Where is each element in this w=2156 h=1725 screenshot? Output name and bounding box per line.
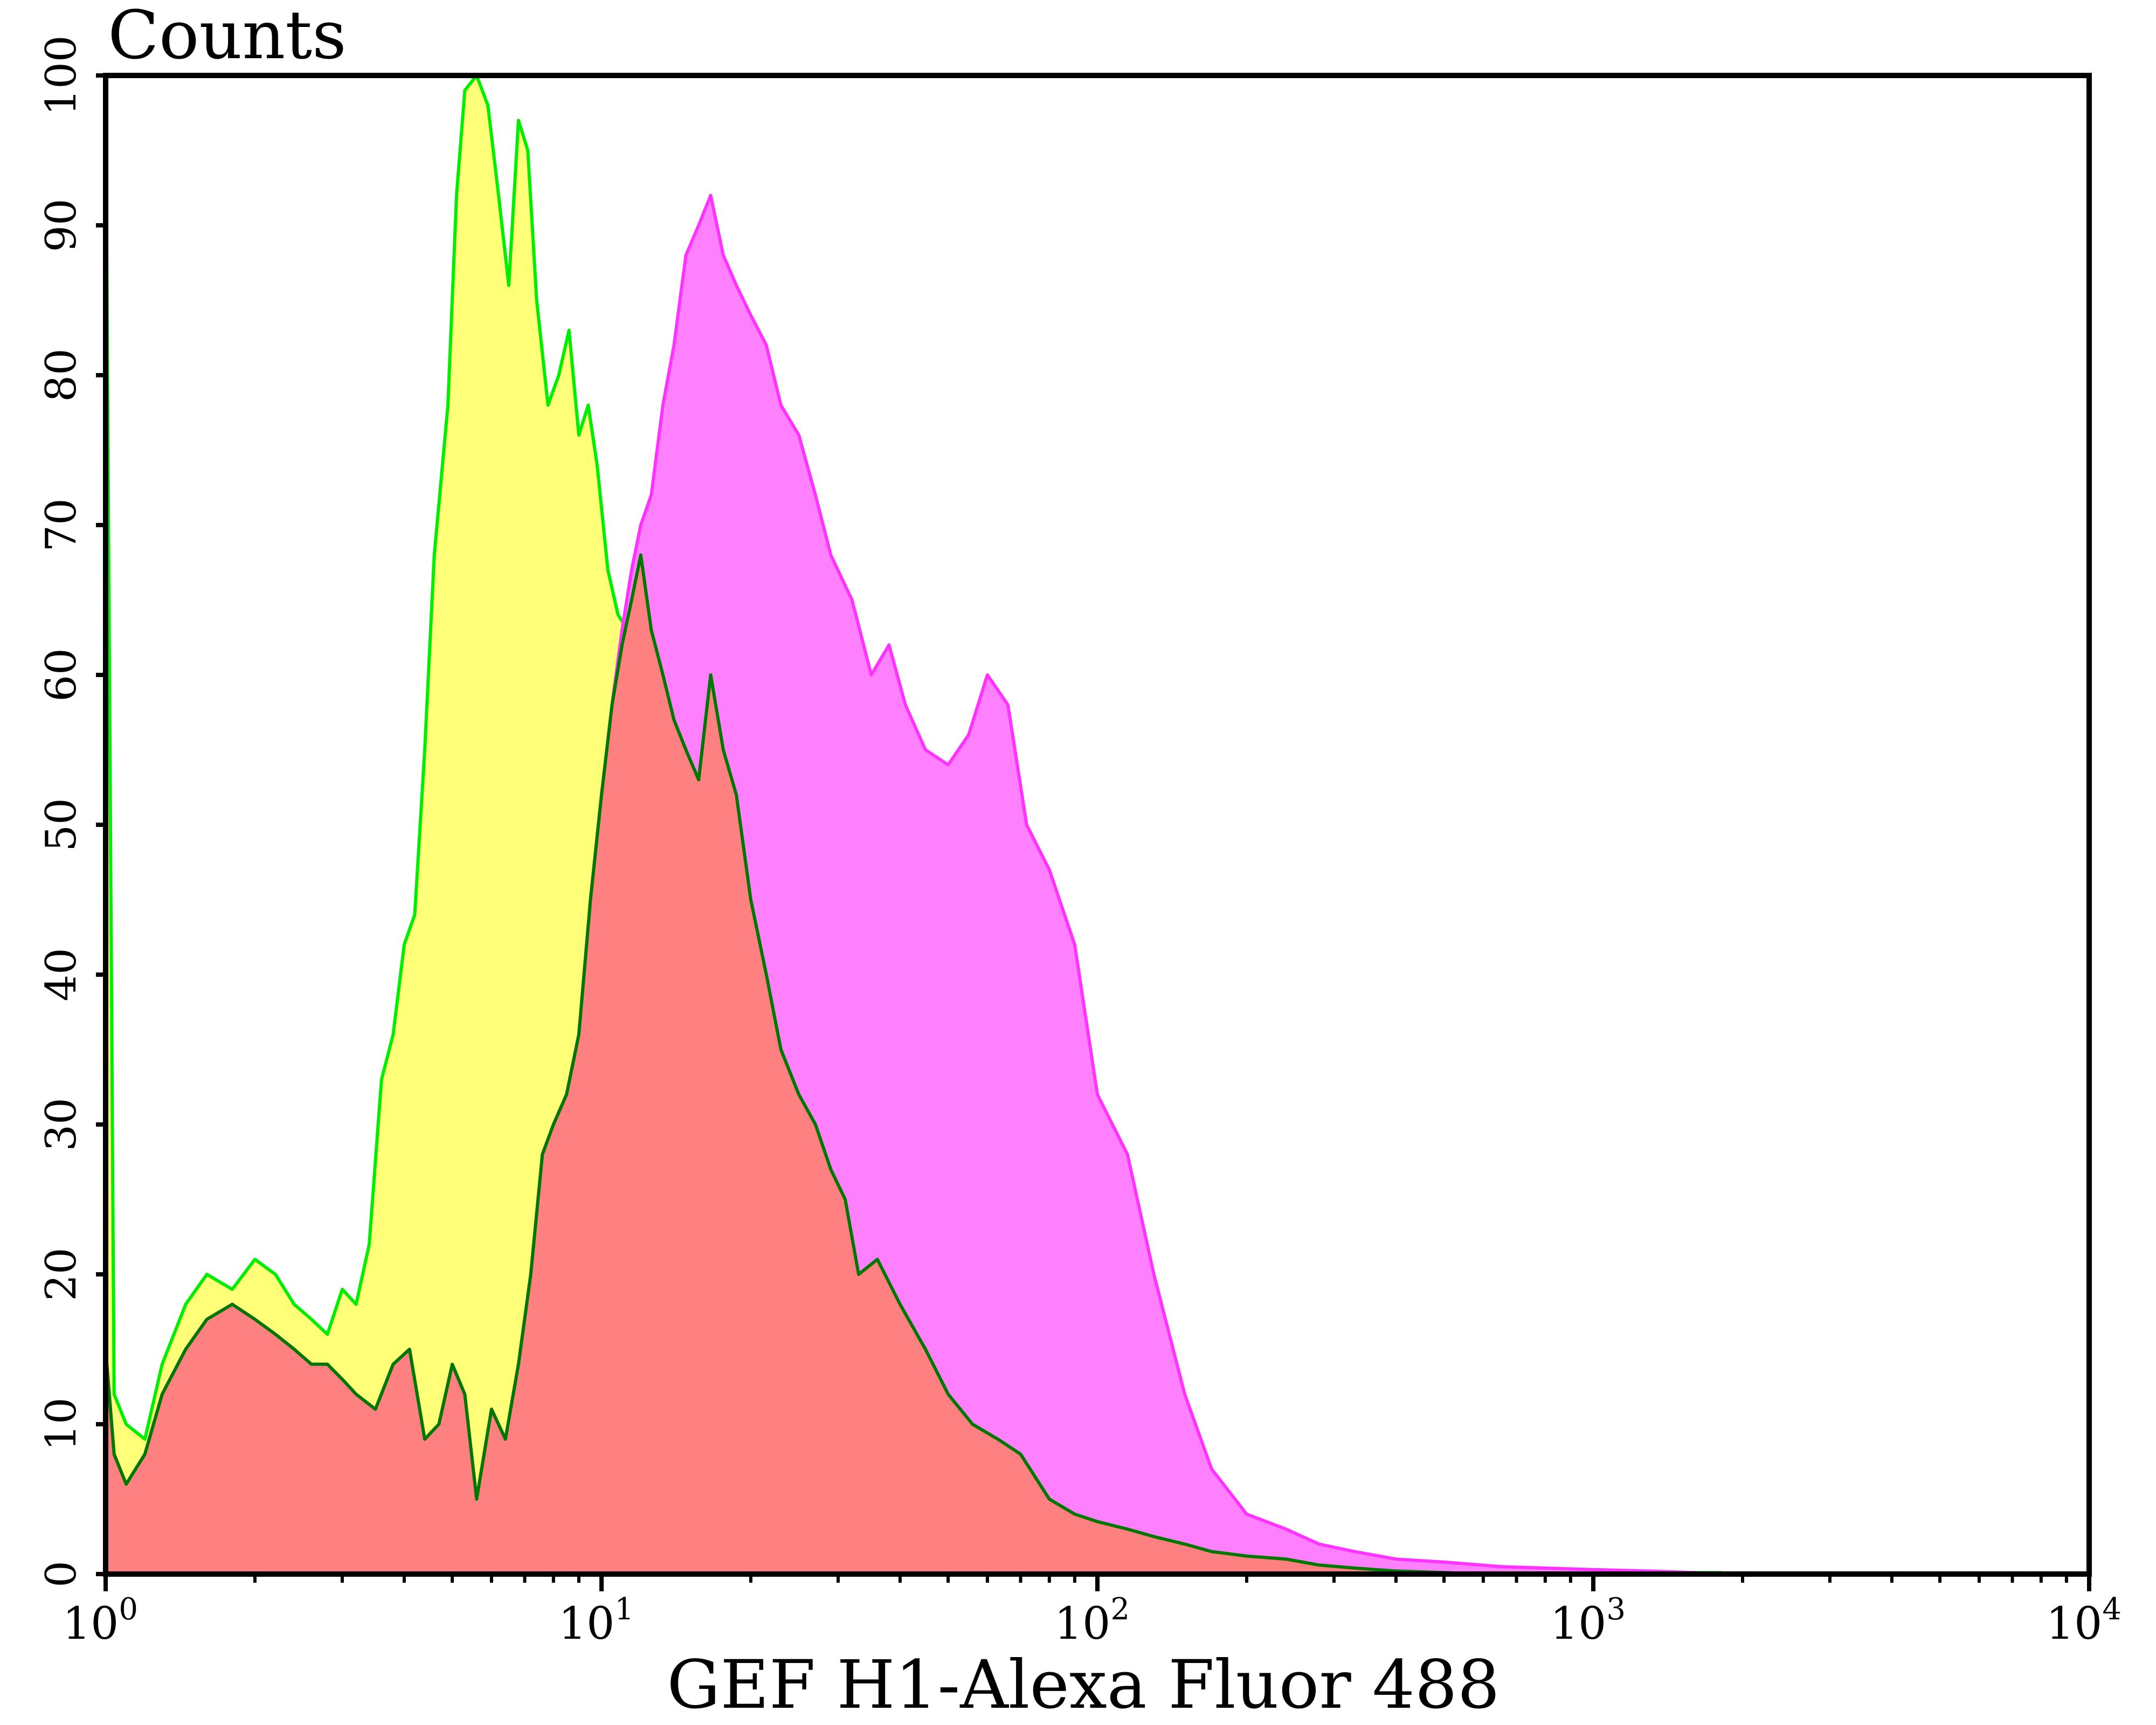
y-tick-label: 30 [37,1098,86,1151]
y-axis-label: Counts [108,0,347,74]
y-tick-label: 50 [37,798,86,851]
x-tick-label: 101 [558,1592,634,1650]
y-tick-label: 10 [37,1397,86,1451]
x-axis-label: GEF H1-Alexa Fluor 488 [667,1646,1499,1724]
histogram-area-2 [106,195,1708,1575]
y-tick-label: 70 [37,498,86,551]
x-axis: 100 101 102 103 104 [63,1574,2122,1650]
x-tick-label: 103 [1550,1592,1626,1650]
y-tick-label: 20 [37,1247,86,1301]
y-axis: 0 10 20 30 40 50 60 70 80 90 100 [37,36,106,1588]
histogram-area-3 [106,555,1483,1574]
x-tick-label: 100 [63,1592,138,1650]
x-tick-label: 102 [1054,1592,1130,1650]
y-tick-label: 80 [37,348,86,402]
histogram-area-1 [106,75,1732,1574]
y-tick-label: 60 [37,648,86,701]
y-tick-label: 90 [37,198,86,252]
histogram-outline-3 [104,553,1484,1576]
x-tick-label: 104 [2046,1592,2122,1650]
y-tick-label: 100 [37,36,86,116]
y-tick-label: 0 [37,1561,86,1588]
series-layer [104,74,1732,1576]
y-tick-label: 40 [37,948,86,1001]
